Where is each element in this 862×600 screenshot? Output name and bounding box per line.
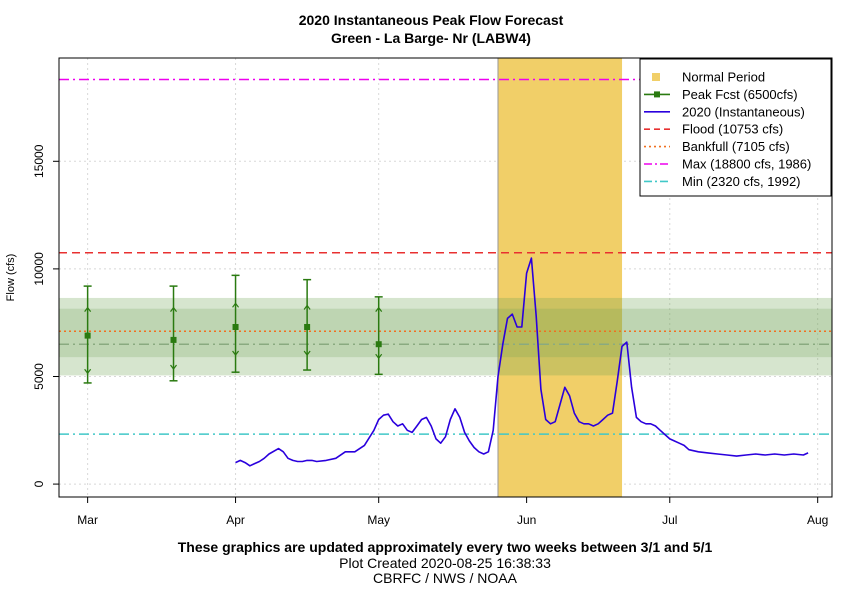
peak-fcst-arrow-up bbox=[84, 306, 92, 312]
legend-label: Normal Period bbox=[682, 70, 765, 85]
x-tick-label: Jun bbox=[517, 513, 536, 527]
plot-frame bbox=[58, 57, 833, 498]
x-tick-label: Apr bbox=[226, 513, 245, 527]
peak-fcst-arrow-up bbox=[375, 306, 383, 312]
update-note: These graphics are updated approximately… bbox=[177, 539, 713, 555]
y-tick-label: 5000 bbox=[32, 363, 46, 390]
peak-fcst-point bbox=[375, 341, 382, 348]
peak-fcst-point bbox=[170, 336, 177, 343]
x-tick-label: Aug bbox=[807, 513, 828, 527]
x-tick-label: May bbox=[367, 513, 390, 527]
peak-fcst-arrow-up bbox=[303, 304, 311, 310]
forecast-band-inner bbox=[59, 308, 832, 358]
normal-period-band bbox=[497, 58, 623, 497]
peak-fcst-arrow-down bbox=[232, 350, 240, 356]
plot-layer bbox=[59, 58, 832, 497]
legend-label: Bankfull (7105 cfs) bbox=[682, 139, 790, 154]
peak-fcst-point bbox=[232, 323, 239, 330]
chart-subtitle: Green - La Barge- Nr (LABW4) bbox=[331, 30, 531, 46]
peak-fcst-arrow-down bbox=[170, 364, 177, 370]
peak-fcst-arrow-up bbox=[232, 302, 240, 308]
peak-fcst-point bbox=[84, 332, 91, 339]
peak-fcst-point bbox=[304, 323, 311, 330]
legend-label: Peak Fcst (6500cfs) bbox=[682, 87, 798, 102]
peak-fcst-arrow-up bbox=[170, 306, 177, 312]
agency-text: CBRFC / NWS / NOAA bbox=[373, 570, 517, 586]
legend-label: 2020 (Instantaneous) bbox=[682, 104, 805, 119]
y-tick-label: 15000 bbox=[32, 144, 46, 178]
peak-fcst-arrow-down bbox=[84, 368, 92, 375]
legend-label: Max (18800 cfs, 1986) bbox=[682, 157, 811, 172]
series-line-instantaneous bbox=[235, 257, 809, 467]
forecast-band-outer bbox=[59, 297, 832, 376]
peak-fcst-arrow-down bbox=[375, 353, 383, 360]
legend-label: Min (2320 cfs, 1992) bbox=[682, 174, 801, 189]
peak-fcst-arrow-down bbox=[303, 350, 311, 356]
y-tick-label: 10000 bbox=[32, 252, 46, 286]
x-tick-label: Jul bbox=[662, 513, 677, 527]
legend-box bbox=[639, 58, 832, 197]
plot-created-text: Plot Created 2020-08-25 16:38:33 bbox=[339, 555, 551, 571]
chart-title: 2020 Instantaneous Peak Flow Forecast bbox=[298, 12, 564, 28]
legend-key-normal-period bbox=[652, 73, 660, 81]
legend-key-point bbox=[654, 91, 660, 98]
y-axis-label: Flow (cfs) bbox=[5, 254, 17, 302]
y-tick-label: 0 bbox=[32, 480, 46, 487]
x-tick-label: Mar bbox=[77, 513, 98, 527]
legend-label: Flood (10753 cfs) bbox=[682, 122, 783, 137]
